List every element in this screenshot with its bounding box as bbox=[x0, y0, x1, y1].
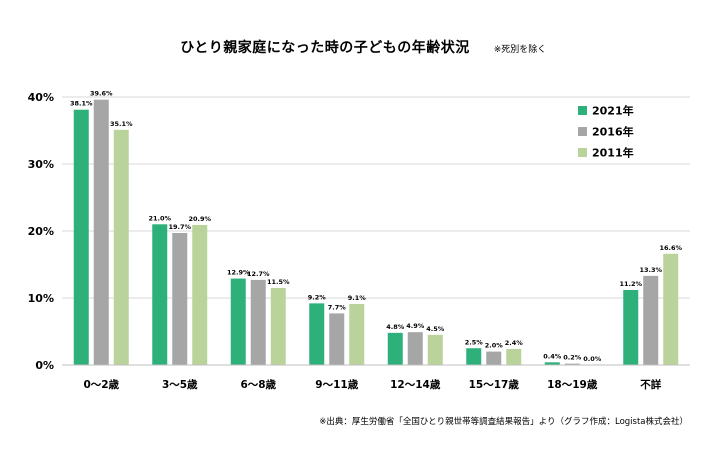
data-label: 4.9% bbox=[406, 322, 425, 330]
data-label: 21.0% bbox=[148, 214, 171, 222]
bar bbox=[486, 351, 502, 365]
data-label: 7.7% bbox=[328, 303, 347, 311]
bar bbox=[466, 348, 482, 365]
data-label: 2.0% bbox=[485, 342, 504, 350]
data-label: 11.5% bbox=[267, 278, 290, 286]
x-tick-label: 18〜19歳 bbox=[547, 378, 598, 391]
data-label: 0.4% bbox=[543, 352, 562, 360]
y-tick-label: 30% bbox=[28, 158, 54, 171]
chart-title: ひとり親家庭になった時の子どもの年齢状況 bbox=[180, 39, 470, 56]
y-axis-tick-labels: 0% 10% 20% 30% 40% bbox=[28, 91, 54, 372]
legend-label: 2016年 bbox=[592, 125, 634, 139]
y-tick-label: 40% bbox=[28, 91, 54, 104]
legend-swatch bbox=[578, 106, 587, 115]
data-labels: 38.1% 39.6% 35.1% 21.0%19.7%20.9% 12.9%12.7%… bbox=[70, 90, 683, 363]
x-tick-label: 15〜17歳 bbox=[469, 378, 520, 391]
data-label: 0.2% bbox=[563, 354, 582, 362]
data-label: 9.2% bbox=[308, 293, 327, 301]
data-label: 39.6% bbox=[90, 90, 113, 98]
bar bbox=[387, 332, 403, 365]
bar bbox=[152, 224, 168, 365]
bar bbox=[172, 233, 188, 365]
legend: 2021年 2016年 2011年 bbox=[578, 104, 634, 160]
data-label: 12.9% bbox=[227, 269, 250, 277]
legend-label: 2011年 bbox=[592, 146, 634, 160]
bar bbox=[427, 334, 443, 365]
data-label: 12.7% bbox=[247, 270, 270, 278]
data-label: 20.9% bbox=[188, 215, 211, 223]
x-tick-label: 3〜5歳 bbox=[162, 378, 198, 391]
bar bbox=[564, 363, 580, 365]
bar bbox=[309, 303, 325, 365]
source-note: ※出典：厚生労働省「全国ひとり親世帯等調査結果報告」より（グラフ作成：Logis… bbox=[319, 416, 688, 427]
bar bbox=[407, 332, 423, 365]
bars bbox=[73, 99, 679, 366]
data-label: 13.3% bbox=[639, 266, 662, 274]
data-label: 19.7% bbox=[168, 223, 191, 231]
y-tick-label: 0% bbox=[35, 359, 54, 372]
data-label: 2.4% bbox=[505, 339, 524, 347]
bar bbox=[93, 99, 109, 366]
data-label: 2.5% bbox=[465, 338, 484, 346]
x-tick-label: 6〜8歳 bbox=[240, 378, 276, 391]
bar bbox=[73, 109, 89, 365]
chart-subtitle: ※死別を除く bbox=[494, 43, 547, 55]
bar bbox=[643, 275, 659, 365]
data-label: 11.2% bbox=[619, 280, 642, 288]
x-tick-label: 不詳 bbox=[640, 378, 661, 391]
data-label: 16.6% bbox=[659, 244, 682, 252]
x-tick-label: 0〜2歳 bbox=[83, 378, 119, 391]
data-label: 9.1% bbox=[348, 294, 367, 302]
data-label: 4.5% bbox=[426, 325, 445, 333]
legend-label: 2021年 bbox=[592, 104, 634, 118]
bar bbox=[250, 279, 266, 365]
bar bbox=[349, 304, 365, 365]
bar bbox=[192, 224, 208, 365]
data-label: 35.1% bbox=[110, 120, 133, 128]
legend-swatch bbox=[578, 148, 587, 157]
bar bbox=[544, 362, 560, 365]
x-tick-label: 9〜11歳 bbox=[315, 378, 358, 391]
data-label: 0.0% bbox=[583, 355, 602, 363]
data-label: 38.1% bbox=[70, 100, 93, 108]
bar bbox=[506, 348, 522, 365]
y-tick-label: 20% bbox=[28, 225, 54, 238]
data-label: 4.8% bbox=[386, 323, 405, 331]
bar bbox=[113, 129, 129, 365]
bar bbox=[663, 253, 679, 365]
x-axis-tick-labels: 0〜2歳 3〜5歳 6〜8歳 9〜11歳 12〜14歳 15〜17歳 18〜19歳 不詳 bbox=[83, 378, 661, 391]
bar bbox=[329, 313, 345, 365]
y-tick-label: 10% bbox=[28, 292, 54, 305]
x-tick-label: 12〜14歳 bbox=[390, 378, 441, 391]
bar bbox=[230, 278, 246, 365]
bar bbox=[270, 287, 286, 365]
bar bbox=[623, 289, 639, 365]
legend-swatch bbox=[578, 127, 587, 136]
